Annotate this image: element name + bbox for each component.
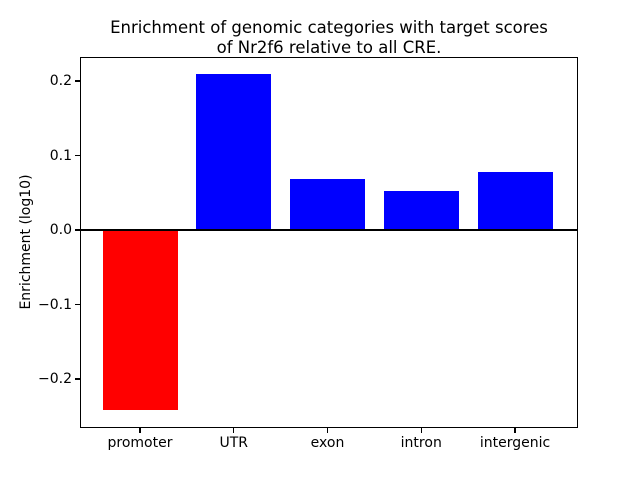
y-tick-mark <box>75 303 80 306</box>
x-tick-label-intron: intron <box>400 435 442 451</box>
x-tick-label-exon: exon <box>310 435 345 451</box>
bar-intron <box>383 190 459 231</box>
plot-area <box>80 57 578 428</box>
bar-promoter <box>102 230 178 411</box>
y-axis-label: Enrichment (log10) <box>18 174 34 310</box>
y-tick-mark <box>75 80 80 82</box>
y-tick-label-0.1: 0.1 <box>49 147 72 164</box>
zero-line <box>81 228 577 232</box>
x-tick-mark <box>420 428 422 433</box>
x-tick-mark <box>326 428 329 433</box>
chart-title-line1: Enrichment of genomic categories with ta… <box>110 18 548 37</box>
y-tick-mark <box>75 378 80 380</box>
y-tick-label-−0.1: −0.1 <box>38 296 72 313</box>
y-tick-label-−0.2: −0.2 <box>38 371 72 388</box>
y-tick-mark <box>75 154 80 157</box>
x-tick-mark <box>514 428 516 433</box>
chart-title-line2: of Nr2f6 relative to all CRE. <box>216 38 442 57</box>
bar-UTR <box>196 73 272 230</box>
y-tick-label-0.0: 0.0 <box>49 222 72 239</box>
x-tick-mark <box>233 428 235 433</box>
x-tick-label-UTR: UTR <box>219 435 249 451</box>
chart-title: Enrichment of genomic categories with ta… <box>81 18 577 58</box>
y-tick-mark <box>75 229 80 231</box>
x-tick-label-intergenic: intergenic <box>479 435 551 451</box>
y-tick-label-0.2: 0.2 <box>49 73 72 90</box>
x-tick-label-promoter: promoter <box>107 435 173 451</box>
bar-intergenic <box>477 171 553 231</box>
x-tick-mark <box>139 428 141 433</box>
bar-exon <box>290 178 365 230</box>
